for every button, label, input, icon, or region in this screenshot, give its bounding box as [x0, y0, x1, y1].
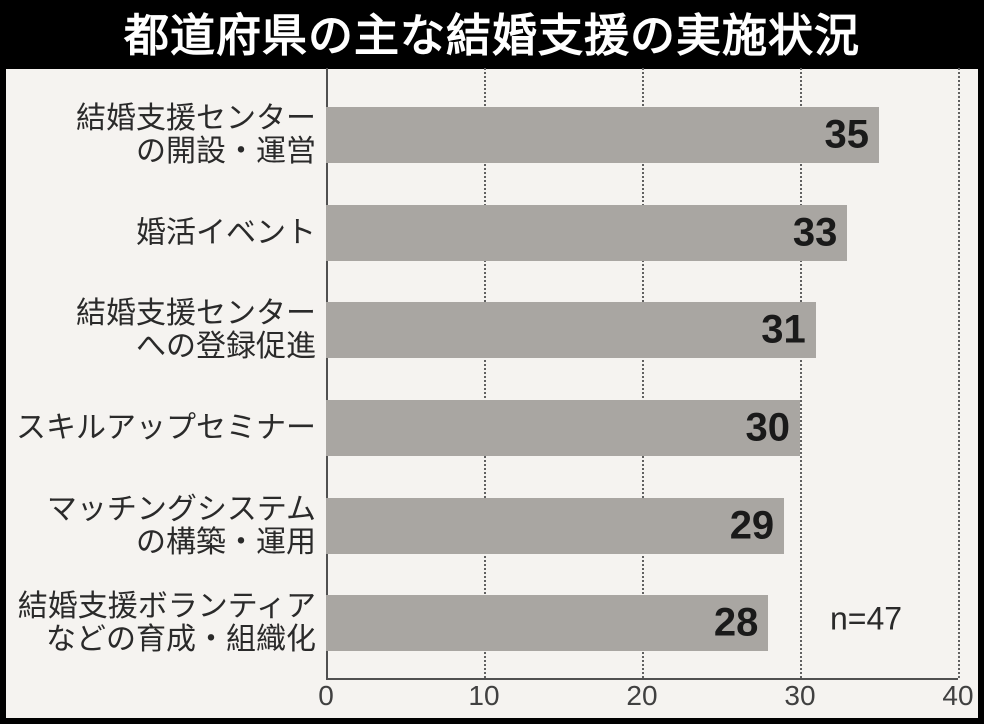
- chart-title: 都道府県の主な結婚支援の実施状況: [6, 6, 978, 69]
- bars-area: 35 33 31 30 29 28: [326, 68, 958, 678]
- category-label: スキルアップセミナー: [16, 411, 316, 444]
- category-label: 結婚支援ボランティア などの育成・組織化: [18, 590, 316, 656]
- bar-value: 30: [746, 405, 791, 450]
- x-tick-label: 40: [942, 680, 973, 712]
- category-label: 結婚支援センター への登録促進: [76, 297, 316, 363]
- bar-value: 31: [761, 308, 806, 353]
- x-tick-label: 0: [318, 680, 334, 712]
- x-tick-label: 10: [468, 680, 499, 712]
- bar-value: 35: [825, 112, 870, 157]
- category-labels-column: 結婚支援センター の開設・運営婚活イベント結婚支援センター への登録促進スキルア…: [6, 68, 326, 678]
- x-tick-label: 30: [784, 680, 815, 712]
- bar-value: 33: [793, 210, 838, 255]
- bar: 31: [326, 302, 816, 358]
- gridline: [958, 68, 960, 678]
- bar: 29: [326, 498, 784, 554]
- bar: 33: [326, 205, 847, 261]
- x-axis: 010203040: [326, 678, 958, 718]
- category-label: マッチングシステム の構築・運用: [47, 493, 316, 559]
- bar: 28: [326, 595, 768, 651]
- bar: 35: [326, 107, 879, 163]
- x-tick-label: 20: [626, 680, 657, 712]
- category-label: 結婚支援センター の開設・運営: [76, 102, 316, 168]
- bar-value: 29: [730, 503, 775, 548]
- plot-area: 結婚支援センター の開設・運営婚活イベント結婚支援センター への登録促進スキルア…: [6, 68, 978, 718]
- bar-value: 28: [714, 601, 759, 646]
- sample-size-annotation: n=47: [830, 601, 902, 638]
- bar: 30: [326, 400, 800, 456]
- category-label: 婚活イベント: [136, 216, 316, 249]
- chart-frame: 都道府県の主な結婚支援の実施状況 結婚支援センター の開設・運営婚活イベント結婚…: [0, 0, 984, 724]
